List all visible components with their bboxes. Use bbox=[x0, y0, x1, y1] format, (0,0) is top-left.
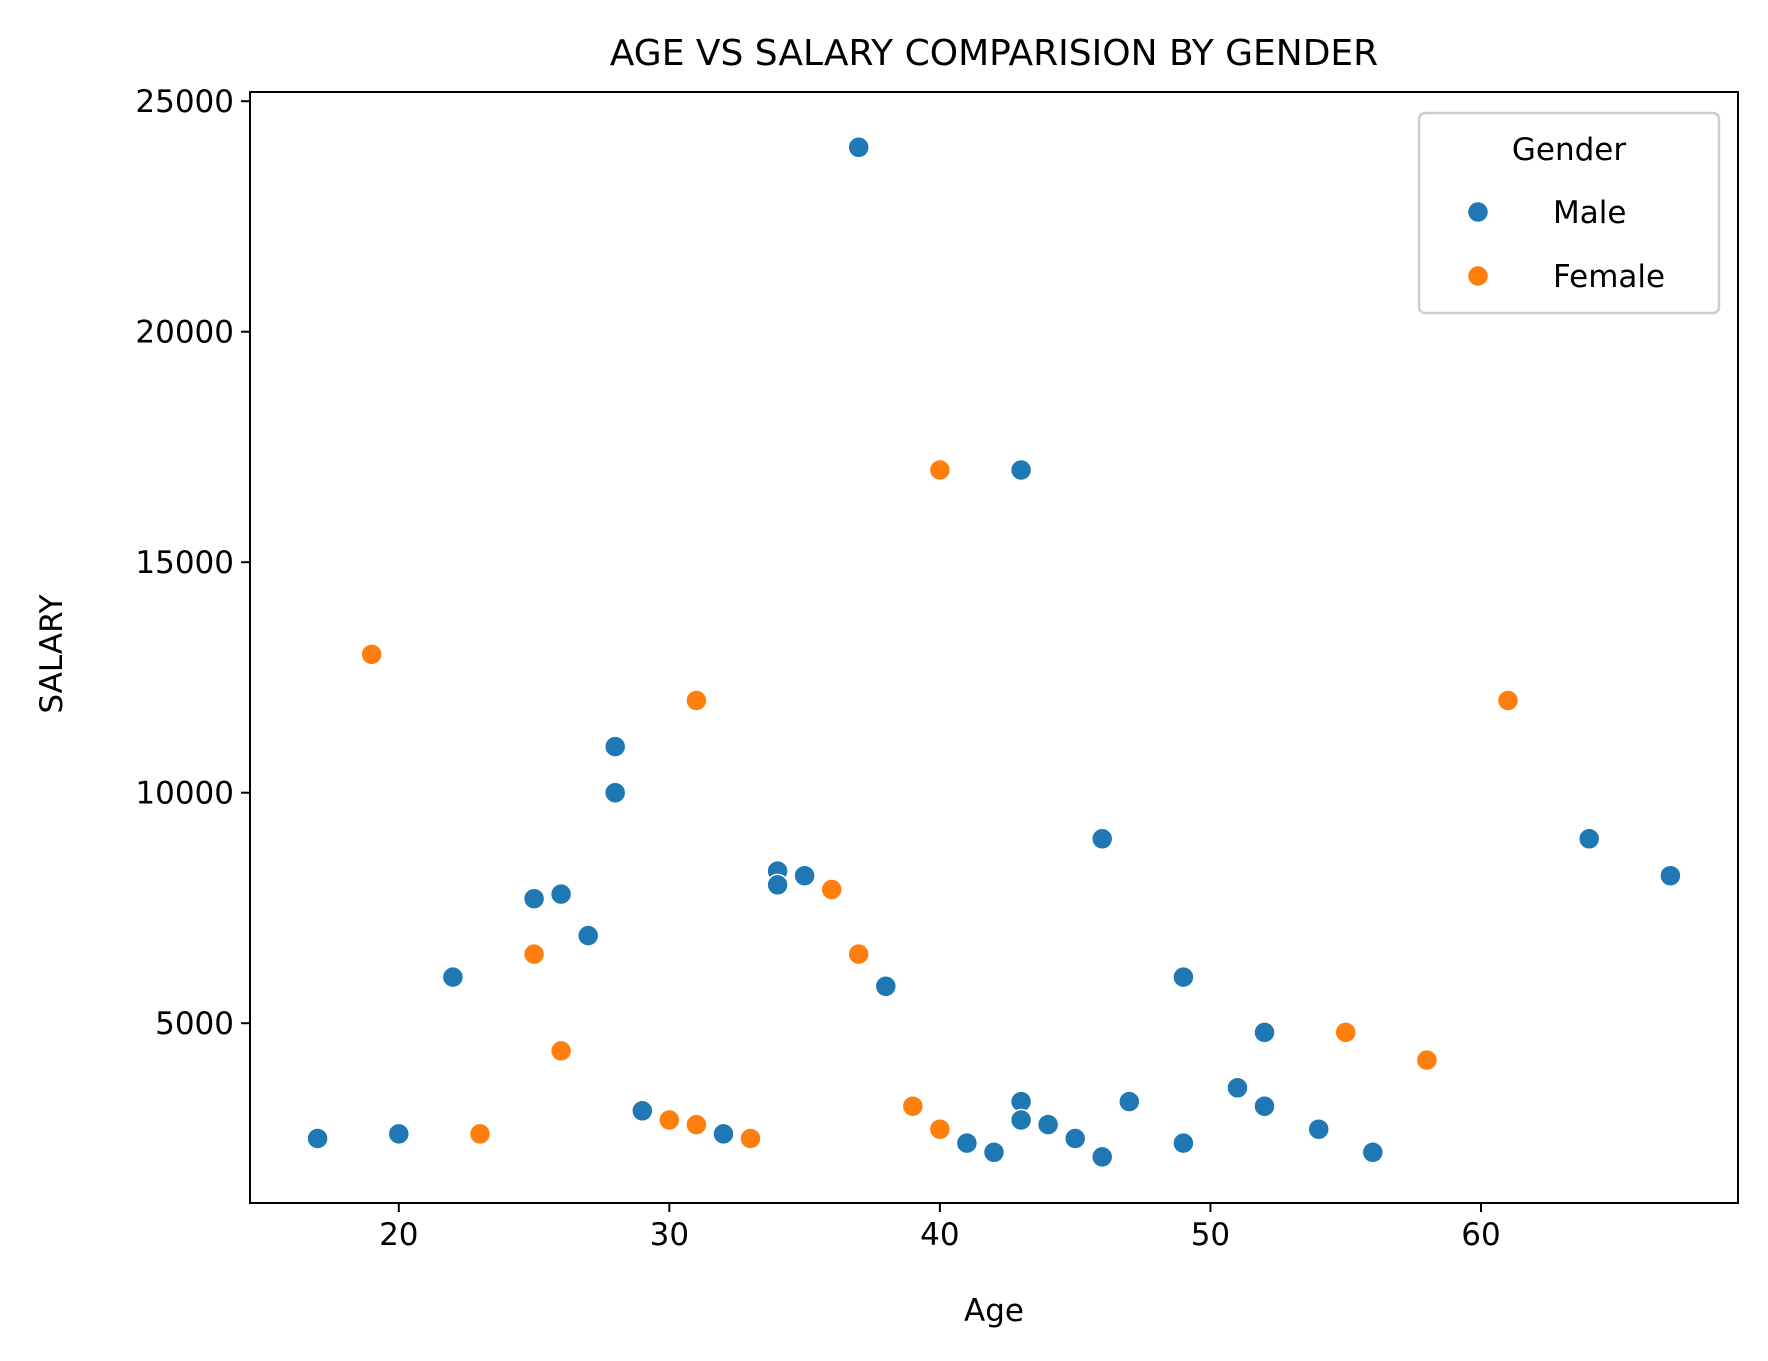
y-tick-label: 15000 bbox=[135, 545, 234, 581]
data-point-male bbox=[712, 1122, 735, 1146]
x-tick-label: 50 bbox=[1191, 1217, 1230, 1253]
data-point-female bbox=[685, 1113, 708, 1136]
y-axis-label: SALARY bbox=[34, 594, 70, 713]
data-point-male bbox=[1172, 1131, 1195, 1155]
data-point-male bbox=[603, 735, 627, 758]
data-point-female bbox=[901, 1094, 925, 1118]
data-point-male bbox=[1118, 1090, 1141, 1113]
data-point-male bbox=[1361, 1141, 1385, 1164]
legend-box bbox=[1417, 111, 1721, 315]
data-point-female bbox=[468, 1122, 492, 1146]
data-point-female bbox=[739, 1127, 762, 1150]
legend-marker-female bbox=[1466, 264, 1490, 288]
data-point-male bbox=[576, 924, 600, 947]
data-point-male bbox=[766, 873, 789, 897]
x-axis-label: Age bbox=[964, 1293, 1024, 1329]
y-tick-label: 5000 bbox=[155, 1006, 234, 1042]
data-point-female bbox=[820, 878, 843, 901]
legend-label-male: Male bbox=[1553, 195, 1626, 231]
data-point-male bbox=[441, 965, 465, 989]
legend: Gender Male Female bbox=[1417, 111, 1721, 315]
x-tick-label: 60 bbox=[1461, 1217, 1500, 1253]
data-point-male bbox=[1090, 827, 1114, 851]
x-tick-label: 40 bbox=[920, 1217, 959, 1253]
y-tick-label: 10000 bbox=[135, 776, 234, 812]
data-point-female bbox=[1334, 1021, 1357, 1044]
data-point-female bbox=[549, 1039, 573, 1063]
data-point-male bbox=[1009, 458, 1033, 482]
data-point-male bbox=[522, 887, 546, 910]
legend-marker-male bbox=[1466, 200, 1490, 224]
data-point-male bbox=[1063, 1127, 1087, 1150]
chart-title: AGE VS SALARY COMPARISION BY GENDER bbox=[610, 33, 1378, 74]
data-point-male bbox=[874, 975, 898, 998]
plot-area: 20 30 40 50 60 5000 10000 15000 20000 25000 bbox=[135, 84, 1739, 1253]
data-point-male bbox=[982, 1141, 1006, 1164]
data-point-male bbox=[1226, 1076, 1249, 1100]
data-point-female bbox=[1496, 689, 1520, 712]
data-point-male bbox=[631, 1099, 654, 1123]
data-point-female bbox=[928, 1117, 952, 1141]
data-point-female bbox=[1415, 1048, 1439, 1072]
data-point-male bbox=[549, 882, 573, 906]
data-point-male bbox=[1307, 1117, 1330, 1141]
x-tick-label: 20 bbox=[379, 1217, 418, 1253]
data-point-female bbox=[847, 942, 870, 966]
data-point-male bbox=[1253, 1094, 1276, 1118]
data-point-female bbox=[658, 1108, 681, 1132]
data-point-male bbox=[1036, 1113, 1060, 1136]
data-point-female bbox=[522, 942, 546, 966]
data-point-male bbox=[955, 1131, 979, 1155]
data-point-female bbox=[360, 643, 383, 666]
data-point-male bbox=[1577, 827, 1601, 851]
y-tick-label: 20000 bbox=[135, 315, 234, 351]
data-point-male bbox=[793, 864, 816, 887]
x-tick-label: 30 bbox=[650, 1217, 689, 1253]
data-point-female bbox=[928, 458, 952, 482]
data-point-male bbox=[1659, 864, 1682, 887]
data-point-female bbox=[685, 689, 708, 712]
data-point-male bbox=[1090, 1145, 1114, 1169]
data-point-male bbox=[1253, 1021, 1276, 1044]
data-point-male bbox=[387, 1122, 411, 1146]
data-point-male bbox=[1009, 1108, 1033, 1132]
y-tick-label: 25000 bbox=[135, 84, 234, 120]
data-point-male bbox=[603, 781, 627, 804]
data-point-male bbox=[306, 1127, 329, 1150]
legend-title: Gender bbox=[1512, 132, 1626, 168]
data-point-male bbox=[847, 136, 870, 159]
plot-frame bbox=[249, 91, 1739, 1204]
data-point-male bbox=[1172, 965, 1195, 989]
legend-label-female: Female bbox=[1553, 259, 1665, 295]
